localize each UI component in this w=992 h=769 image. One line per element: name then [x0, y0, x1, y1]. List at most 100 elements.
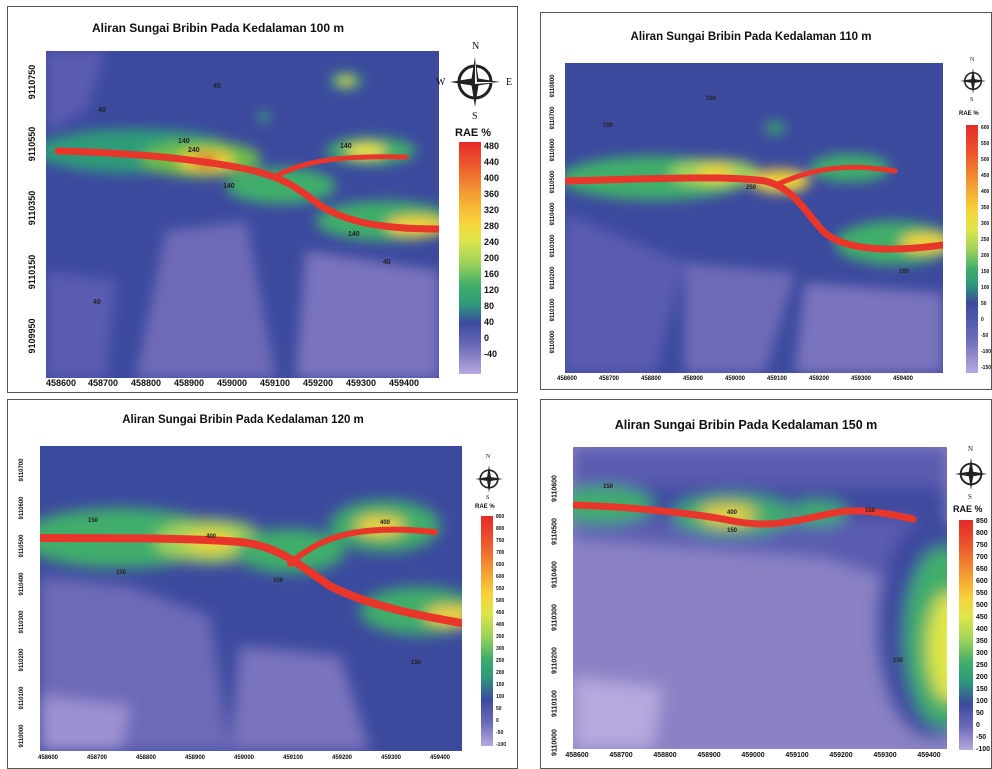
contour-label: 140	[178, 138, 190, 145]
legend-value: 800	[976, 530, 988, 537]
legend-value: 650	[496, 562, 505, 568]
compass-rose-icon	[472, 462, 506, 496]
contour-label: 40	[383, 259, 391, 266]
legend-value: -100	[976, 746, 991, 753]
panel-title: Aliran Sungai Bribin Pada Kedalaman 150 …	[614, 418, 878, 432]
x-tick: 458800	[640, 376, 662, 382]
legend-value: 300	[496, 646, 505, 652]
x-tick: 459400	[917, 752, 941, 759]
x-tick: 459100	[282, 755, 304, 761]
map-plot	[40, 446, 462, 751]
x-tick: 458700	[598, 376, 620, 382]
legend-value: 700	[976, 554, 988, 561]
contour-label: 400	[380, 520, 391, 526]
legend-value: 500	[976, 602, 988, 609]
x-tick: 458900	[682, 376, 704, 382]
contour-label: 140	[348, 231, 360, 238]
x-tick: 459000	[233, 755, 255, 761]
legend-value: 550	[496, 586, 505, 592]
panel-120m: Aliran Sungai Bribin Pada Kedalaman 120 …	[7, 399, 518, 769]
contour-label: 150	[411, 660, 422, 666]
legend-value: 500	[981, 157, 990, 163]
x-tick: 459400	[892, 376, 914, 382]
contour-map	[565, 63, 943, 373]
contour-label: 150	[116, 570, 127, 576]
panel-title: Aliran Sungai Bribin Pada Kedalaman 100 …	[91, 21, 345, 35]
legend-value: -50	[981, 333, 989, 339]
legend-value: 0	[976, 722, 980, 729]
compass-s: S	[968, 493, 972, 501]
legend-value: -50	[496, 730, 504, 736]
x-tick: 459100	[766, 376, 788, 382]
legend-value: 150	[496, 682, 505, 688]
x-tick: 458900	[173, 378, 205, 388]
contour-label: 100	[706, 96, 717, 102]
legend-value: 300	[976, 650, 988, 657]
y-tick: 9110350	[27, 190, 37, 226]
contour-label: 100	[899, 269, 910, 275]
legend-value: 50	[976, 710, 984, 717]
legend-value: 200	[981, 253, 990, 259]
legend-value: 100	[976, 698, 988, 705]
panel-100m: Aliran Sungai Bribin Pada Kedalaman 100 …	[7, 6, 518, 393]
x-tick: 459300	[345, 378, 377, 388]
legend-value: 700	[496, 550, 505, 556]
legend-value: 250	[496, 658, 505, 664]
legend-value: 450	[496, 610, 505, 616]
compass-w: W	[436, 77, 446, 88]
x-tick: 459000	[216, 378, 248, 388]
legend-value: -40	[484, 349, 498, 359]
legend-value: 150	[981, 269, 990, 275]
legend-title: RAE %	[953, 504, 983, 514]
map-plot	[565, 63, 943, 373]
x-tick: 459200	[331, 755, 353, 761]
y-tick: 9110000	[19, 724, 25, 748]
contour-label: 40	[98, 107, 106, 114]
y-tick: 9110550	[27, 126, 37, 162]
x-tick: 458800	[653, 752, 677, 759]
x-tick: 458800	[135, 755, 157, 761]
y-tick: 9110000	[551, 729, 559, 756]
legend-value: 320	[484, 205, 500, 215]
legend-title: RAE %	[475, 504, 495, 510]
legend-value: 350	[496, 634, 505, 640]
contour-label: 100	[603, 123, 614, 129]
contour-label: 40	[213, 83, 221, 90]
legend-value: 450	[976, 614, 988, 621]
legend-value: 200	[976, 674, 988, 681]
x-tick: 459200	[829, 752, 853, 759]
legend-value: 100	[496, 694, 505, 700]
legend-value: 400	[981, 189, 990, 195]
legend-value: 450	[981, 173, 990, 179]
contour-label: 150	[893, 658, 904, 664]
y-tick: 9110150	[27, 254, 37, 290]
compass-s: S	[970, 97, 974, 103]
compass-e: E	[506, 77, 513, 88]
contour-label: 240	[188, 147, 200, 154]
compass-n: N	[472, 41, 480, 52]
x-tick: 459300	[850, 376, 872, 382]
legend-value: 400	[976, 626, 988, 633]
contour-label: 150	[88, 518, 99, 524]
x-tick: 458700	[86, 755, 108, 761]
x-tick: 458700	[87, 378, 119, 388]
contour-label: 150	[603, 484, 614, 490]
x-tick: 459000	[741, 752, 765, 759]
legend-value: 350	[976, 638, 988, 645]
legend-value: 240	[484, 237, 500, 247]
contour-label: 150	[273, 578, 284, 584]
legend-value: -150	[981, 365, 992, 371]
panel-title: Aliran Sungai Bribin Pada Kedalaman 120 …	[122, 414, 364, 426]
legend-value: 50	[981, 301, 987, 307]
legend-value: 300	[981, 221, 990, 227]
legend-value: 0	[484, 333, 490, 343]
contour-map	[573, 447, 947, 749]
legend-value: 750	[496, 538, 505, 544]
compass-n: N	[486, 454, 491, 460]
contour-label: 400	[206, 534, 217, 540]
legend-value: -50	[976, 734, 987, 741]
compass-n: N	[968, 445, 974, 453]
legend-value: 280	[484, 221, 500, 231]
legend-colorbar	[966, 125, 978, 373]
legend-value: -100	[496, 742, 507, 748]
